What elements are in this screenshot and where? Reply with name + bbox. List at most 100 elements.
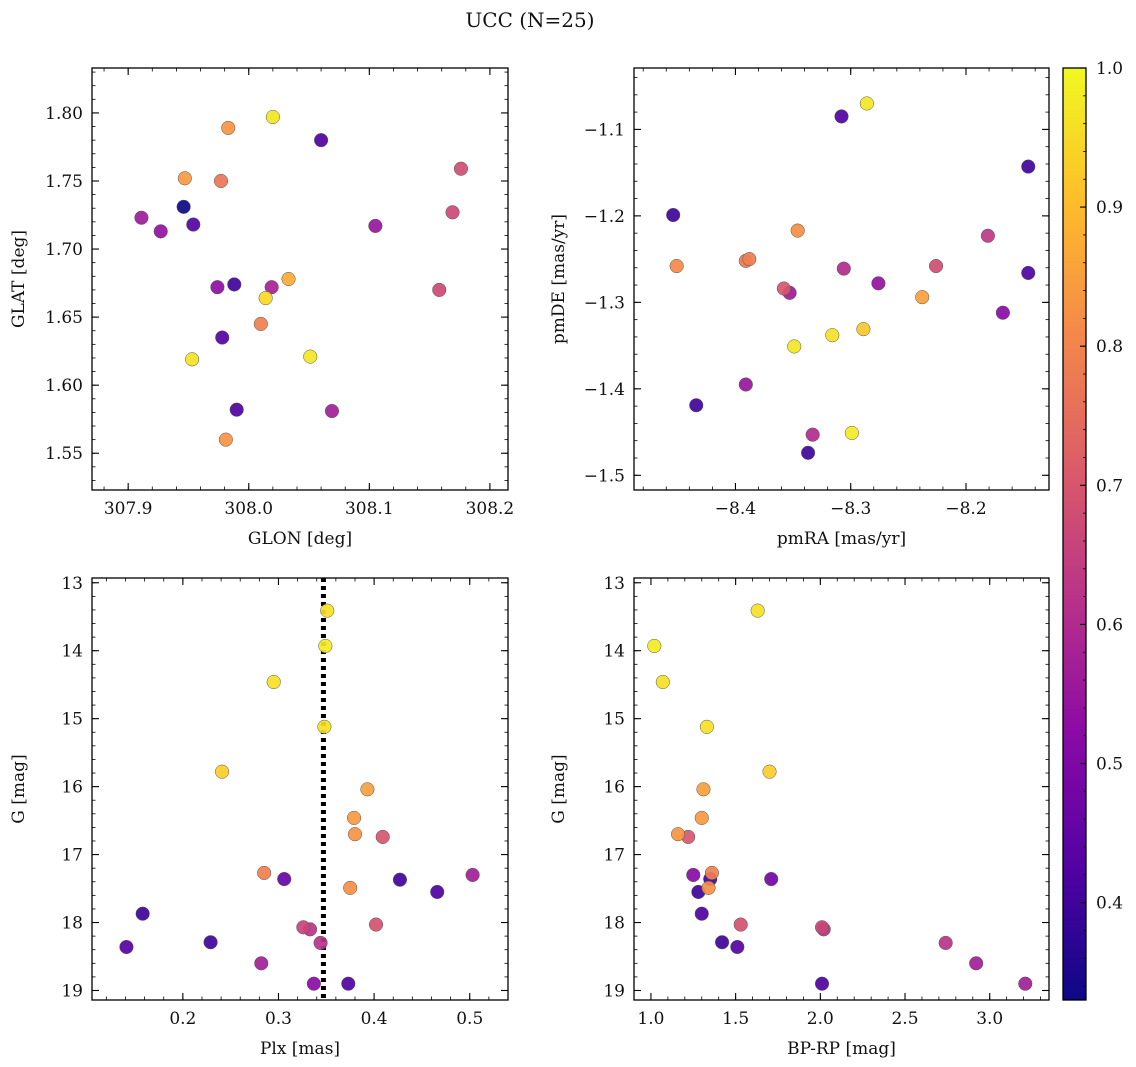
scatter-point — [915, 290, 930, 305]
scatter-point — [343, 880, 358, 895]
colorbar: 0.4 0.5 0.6 0.7 0.8 0.9 1.0 — [1062, 59, 1123, 1001]
scatter-point — [825, 328, 840, 343]
y-axis-label: G [mag] — [9, 754, 29, 823]
scatter-point — [764, 871, 779, 887]
y-tick-label: 16 — [603, 778, 625, 798]
scatter-point — [805, 427, 820, 442]
scatter-point — [296, 920, 311, 935]
x-axis-label: BP-RP [mag] — [787, 1039, 896, 1059]
x-tick-label: 0.2 — [169, 1009, 196, 1029]
scatter-point — [859, 96, 874, 111]
scatter-point — [375, 829, 390, 844]
x-tick-label: −8.3 — [830, 499, 871, 519]
y-tick-label: 13 — [603, 574, 625, 594]
scatter-point — [324, 403, 340, 419]
colorbar-gradient — [1063, 68, 1086, 1000]
scatter-point — [317, 719, 332, 734]
plot-frame — [91, 577, 509, 1001]
scatter-point — [834, 109, 849, 124]
scatter-point — [221, 120, 236, 135]
plot-frame — [633, 67, 1050, 491]
scatter-point — [253, 316, 268, 331]
y-tick-label: 19 — [61, 981, 83, 1001]
scatter-point — [306, 976, 321, 991]
scatter-point — [445, 205, 460, 220]
y-axis-label: G [mag] — [549, 754, 569, 823]
colorbar-tick-label: 0.9 — [1096, 198, 1123, 218]
colorbar-tick-label: 0.5 — [1096, 755, 1123, 775]
x-tick-label: −8.2 — [945, 499, 986, 519]
scatter-point — [814, 920, 830, 935]
plot-frame — [91, 67, 509, 491]
colorbar-tick-label: 0.8 — [1096, 337, 1123, 357]
y-tick-label: 14 — [603, 642, 625, 662]
scatter-point — [1021, 159, 1036, 174]
scatter-point — [704, 865, 719, 880]
scatter-point — [1018, 976, 1033, 991]
x-tick-label: 3.0 — [976, 1009, 1003, 1029]
panel-plx-g: 0.2 0.3 0.4 0.5 13 14 15 16 17 18 19 Plx [mas] G [ma… — [9, 574, 509, 1059]
x-tick-label: −8.4 — [715, 499, 756, 519]
scatter-point — [227, 277, 242, 292]
scatter-point — [453, 161, 469, 176]
x-tick-label: 2.0 — [807, 1009, 834, 1029]
scatter-point — [215, 764, 230, 779]
scatter-point — [210, 280, 225, 295]
scatter-point — [790, 223, 805, 238]
scatter-point — [750, 603, 765, 618]
scatter-point — [694, 810, 709, 825]
x-tick-label: 308.1 — [345, 499, 394, 519]
scatter-point — [669, 258, 684, 274]
scatter-point — [871, 276, 886, 291]
scatter-point — [320, 603, 335, 618]
scatter-point — [647, 638, 662, 654]
y-tick-label: −1.3 — [584, 293, 625, 313]
y-tick-label: 14 — [61, 642, 83, 662]
scatter-point — [153, 224, 168, 239]
scatter-point — [134, 210, 149, 225]
scatter-point — [715, 935, 730, 950]
y-tick-label: 18 — [61, 914, 83, 934]
y-axis-label: GLAT [deg] — [9, 230, 29, 328]
scatter-point — [995, 305, 1010, 320]
scatter-point — [277, 871, 292, 887]
scatter-point — [203, 935, 218, 950]
scatter-point — [135, 906, 150, 921]
y-tick-label: 1.75 — [45, 172, 83, 192]
x-tick-label: 2.5 — [891, 1009, 918, 1029]
scatter-point — [215, 330, 230, 345]
scatter-point — [264, 280, 279, 295]
y-tick-label: 15 — [61, 710, 83, 730]
scatter-point — [254, 956, 269, 971]
y-tick-label: −1.4 — [584, 380, 625, 400]
panel-bprp-g: 1.0 1.5 2.0 2.5 3.0 13 14 15 16 17 18 19 BP-RP [mag]… — [549, 574, 1050, 1059]
scatter-point — [119, 939, 134, 955]
y-tick-label: 1.80 — [45, 104, 83, 124]
y-tick-label: 1.70 — [45, 240, 83, 260]
scatter-point — [186, 217, 201, 232]
scatter-point — [266, 674, 281, 690]
scatter-point — [257, 865, 272, 880]
y-tick-label: 17 — [603, 846, 625, 866]
scatter-point — [258, 291, 273, 306]
scatter-point — [938, 935, 953, 950]
x-tick-label: 0.5 — [456, 1009, 483, 1029]
scatter-point — [430, 884, 445, 900]
x-axis-label: Plx [mas] — [260, 1039, 340, 1059]
y-axis-label: pmDE [mas/yr] — [549, 214, 569, 344]
x-tick-label: 0.4 — [361, 1009, 388, 1029]
scatter-point — [699, 719, 714, 734]
colorbar-frame — [1062, 67, 1087, 1001]
scatter-point — [742, 252, 757, 267]
scatter-point — [229, 402, 244, 417]
y-tick-label: 16 — [61, 778, 83, 798]
scatter-point — [303, 349, 318, 364]
x-tick-label: 308.0 — [224, 499, 273, 519]
scatter-point — [265, 109, 280, 125]
scatter-point — [980, 228, 995, 243]
scatter-point — [969, 956, 984, 971]
scatter-point — [738, 377, 753, 392]
colorbar-tick-label: 0.6 — [1096, 615, 1123, 635]
scatter-point — [733, 917, 748, 932]
